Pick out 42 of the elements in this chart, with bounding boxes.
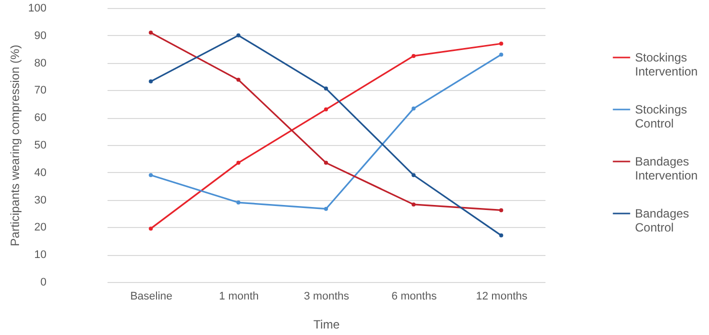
point — [499, 52, 504, 57]
y-tick-label: 80 — [34, 57, 46, 70]
y-axis-title: Participants wearing compression (%) — [8, 44, 22, 246]
point — [148, 79, 153, 84]
point — [324, 86, 328, 91]
point — [236, 33, 240, 38]
y-tick-label: 30 — [34, 194, 46, 206]
point — [324, 160, 328, 165]
x-tick-label: 12 months — [476, 290, 528, 302]
point — [412, 54, 416, 58]
legend-label: Stockings Intervention — [635, 50, 698, 78]
point — [236, 160, 240, 165]
y-tick-label: 70 — [34, 84, 46, 97]
y-tick-label: 20 — [34, 222, 46, 234]
point — [412, 106, 416, 111]
y-tick-label: 10 — [34, 249, 46, 262]
point — [236, 78, 240, 82]
x-tick-label: 1 month — [219, 290, 259, 302]
legend-label: Bandages Control — [635, 206, 690, 234]
point — [499, 42, 504, 46]
point — [412, 202, 416, 206]
point — [324, 107, 328, 112]
x-axis-title: Time — [313, 318, 340, 332]
point — [499, 208, 504, 212]
point — [236, 200, 240, 205]
point — [412, 173, 416, 178]
point — [148, 30, 153, 35]
x-tick-label: 6 months — [391, 290, 438, 302]
y-tick-label: 100 — [28, 2, 46, 14]
point — [148, 226, 153, 231]
point — [324, 206, 328, 211]
x-tick-label: 3 months — [304, 290, 350, 302]
point — [148, 173, 153, 178]
y-tick-label: 0 — [40, 276, 46, 288]
y-tick-label: 90 — [34, 30, 46, 42]
point — [499, 233, 504, 238]
legend-label: Bandages Intervention — [635, 154, 698, 182]
legend-label: Stockings Control — [635, 102, 688, 130]
y-tick-label: 60 — [34, 112, 46, 124]
x-tick-label: Baseline — [130, 290, 172, 302]
y-tick-label: 50 — [34, 140, 46, 152]
y-tick-label: 40 — [34, 166, 46, 179]
